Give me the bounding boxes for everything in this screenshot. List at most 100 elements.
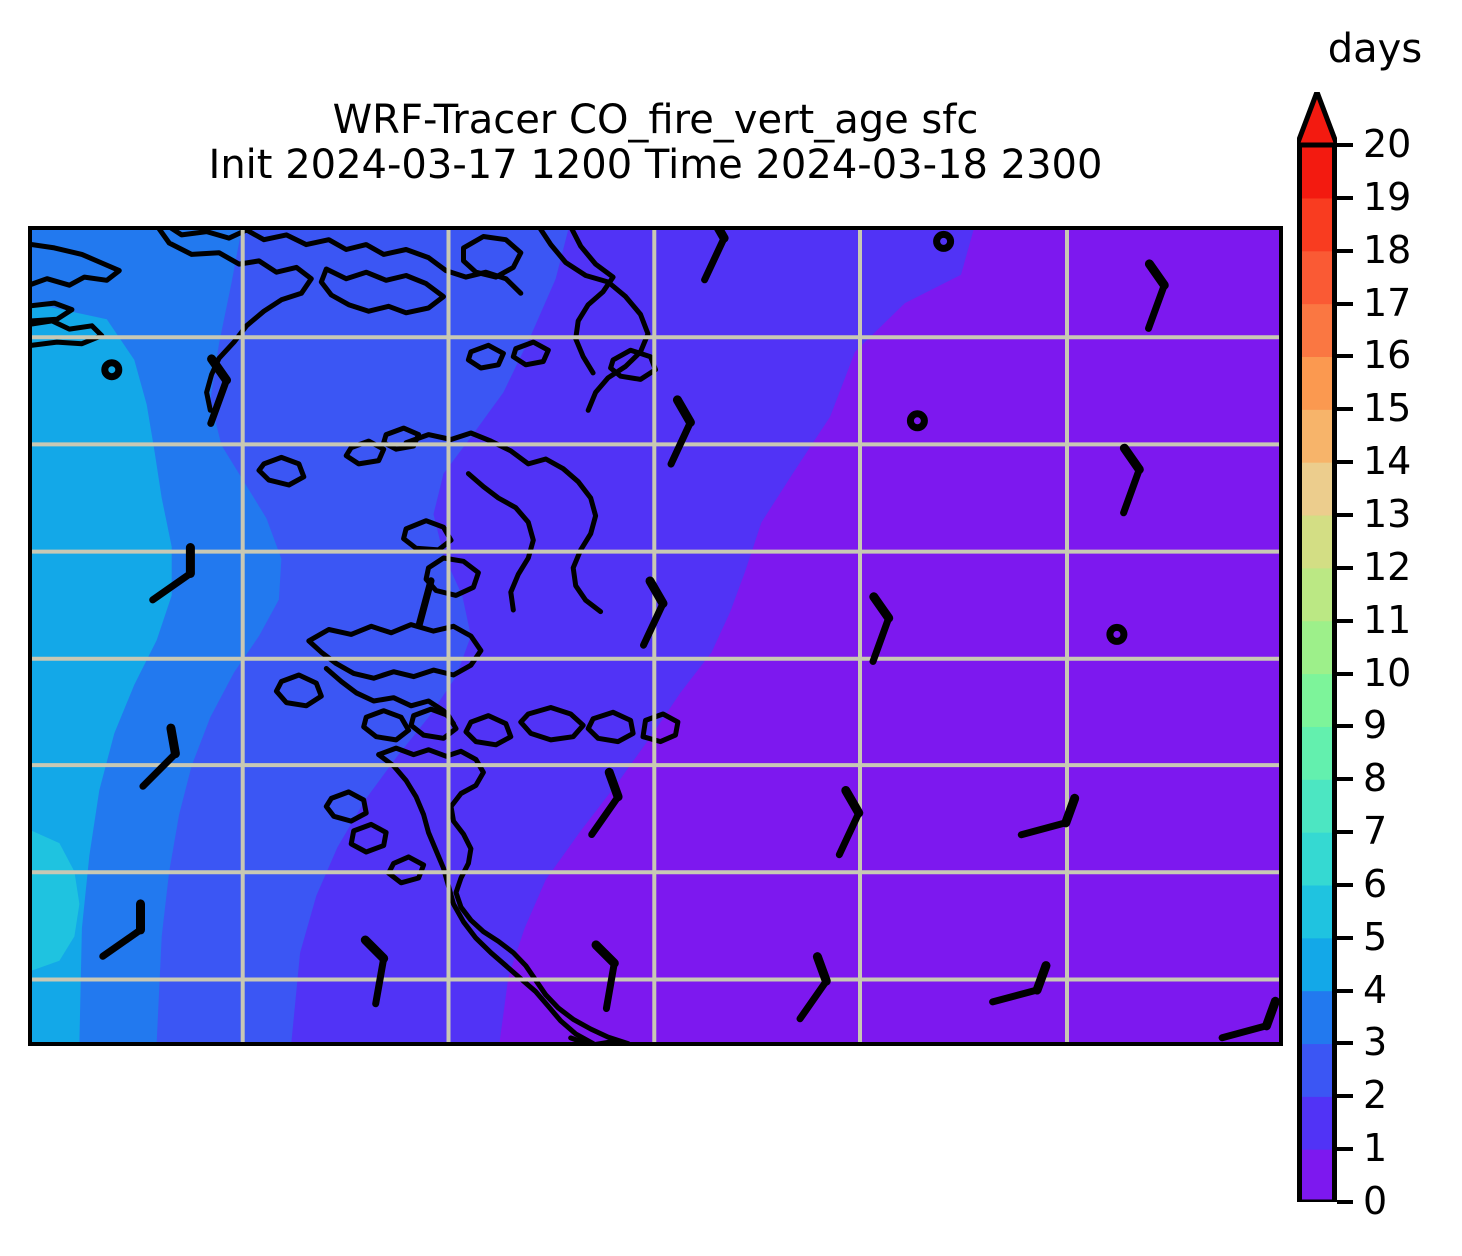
colorbar-tick-mark [1337, 935, 1353, 940]
wind-barb [207, 354, 231, 427]
wind-barb [989, 961, 1051, 1006]
colorbar-band [1297, 197, 1337, 252]
wind-barb [1017, 793, 1080, 839]
colorbar-tick-mark [1337, 354, 1353, 359]
wind-barb [591, 940, 619, 1012]
colorbar-tick-label: 8 [1363, 756, 1388, 801]
colorbar-band [1297, 937, 1337, 992]
coastline-segment [463, 713, 514, 748]
wind-barb [1218, 996, 1279, 1042]
coastline-segment [273, 672, 324, 709]
coastline-segment [465, 471, 536, 613]
coastline-segment [169, 230, 524, 296]
colorbar-tick-mark [1337, 671, 1353, 676]
calm-wind-circle [933, 230, 955, 252]
colorbar-tick-label: 2 [1363, 1073, 1388, 1118]
coastline-segment [640, 711, 681, 745]
colorbar-tick-label: 4 [1363, 967, 1388, 1012]
colorbar-band [1297, 673, 1337, 727]
wind-barb [99, 899, 145, 960]
coastline-segment [608, 347, 658, 382]
fill-band-4 [32, 303, 172, 1042]
wind-barb [360, 935, 389, 1008]
wind-barb [588, 767, 623, 838]
colorbar-tick-label: 19 [1363, 174, 1412, 219]
coastline-segment [510, 339, 551, 368]
colorbar-band [1297, 832, 1337, 886]
colorbar-tick-label: 7 [1363, 809, 1388, 854]
colorbar-tick-mark [1337, 407, 1353, 412]
colorbar-tick-label: 14 [1363, 439, 1412, 484]
wind-barb [835, 786, 864, 859]
coastline-segment [569, 230, 616, 376]
chart-title: WRF-Tracer CO_fire_vert_age sfc Init 202… [28, 98, 1283, 188]
colorbar-tick-label: 17 [1363, 280, 1412, 325]
coastline-segment [323, 789, 369, 824]
colorbar-band [1297, 1096, 1337, 1150]
colorbar-band [1297, 356, 1337, 410]
coastline-segment [32, 242, 122, 288]
colorbar-tick-mark [1337, 195, 1353, 200]
colorbar-tick-label: 13 [1363, 491, 1412, 536]
wind-barb-layer [99, 230, 1279, 1042]
wind-barb [149, 543, 195, 604]
colorbar-band [1297, 1043, 1337, 1097]
wind-barb [1144, 259, 1169, 332]
colorbar-tick-label: 10 [1363, 650, 1412, 695]
wind-barb [139, 723, 180, 790]
coastline-segment [323, 666, 456, 727]
gridlines [32, 230, 1279, 1042]
wind-barb [701, 230, 729, 284]
colorbar-tick-mark [1337, 460, 1353, 465]
fill-bands [32, 230, 974, 1042]
coastline-segment [361, 708, 412, 743]
fill-band-5 [32, 830, 80, 971]
colorbar-tick-mark [1337, 777, 1353, 782]
colorbar-band [1297, 462, 1337, 516]
colorbar-band [1297, 567, 1337, 622]
colorbar-outline [1297, 142, 1337, 1202]
title-line-2: Init 2024-03-17 1200 Time 2024-03-18 230… [208, 141, 1103, 188]
colorbar-gradient [1297, 92, 1337, 1202]
colorbar-tick-mark [1337, 618, 1353, 623]
colorbar-tick-label: 6 [1363, 861, 1388, 906]
calm-wind-circle [1106, 623, 1128, 645]
colorbar-band [1297, 1149, 1337, 1202]
colorbar-band [1297, 779, 1337, 833]
colorbar-tick-mark [1337, 565, 1353, 570]
colorbar-band [1297, 409, 1337, 463]
coastline-segment [256, 454, 307, 488]
colorbar-tick-label: 1 [1363, 1126, 1388, 1171]
colorbar-tick-mark [1337, 143, 1353, 147]
wind-barb [1119, 443, 1144, 517]
calm-wind-circle [906, 410, 928, 432]
colorbar-band [1297, 250, 1337, 305]
coastline-segment [401, 518, 454, 553]
colorbar-tick-mark [1337, 1041, 1353, 1046]
colorbar-tick-label: 3 [1363, 1020, 1388, 1065]
colorbar-tick-mark [1337, 248, 1353, 253]
colorbar-tick-label: 0 [1363, 1179, 1388, 1223]
colorbar-band [1297, 514, 1337, 569]
wind-barb [667, 395, 695, 468]
colorbar-tick-mark [1337, 830, 1353, 835]
colorbar-band [1297, 303, 1337, 357]
wind-barb [796, 952, 831, 1023]
wind-barb [869, 592, 894, 665]
colorbar-extend-arrow [1297, 92, 1337, 148]
colorbar-tick-label: 20 [1363, 122, 1412, 166]
colorbar-tick-label: 5 [1363, 914, 1388, 959]
colorbar-band [1297, 990, 1337, 1045]
colorbar-band [1297, 884, 1337, 939]
calm-wind-circle [101, 359, 123, 381]
colorbar-tick-label: 15 [1363, 386, 1412, 431]
colorbar-tick-mark [1337, 1094, 1353, 1099]
colorbar-tick-mark [1337, 882, 1353, 887]
colorbar-tick-mark [1337, 1147, 1353, 1152]
colorbar-ticks: 20 19 18 17 16 15 14 13 12 11 10 9 8 7 6 5 4 3 2 1 0 [1337, 92, 1457, 1220]
colorbar-tick-mark [1337, 1200, 1353, 1204]
colorbar-tick-label: 11 [1363, 597, 1412, 642]
colorbar-tick-label: 9 [1363, 703, 1388, 748]
contour-map [32, 230, 1279, 1042]
